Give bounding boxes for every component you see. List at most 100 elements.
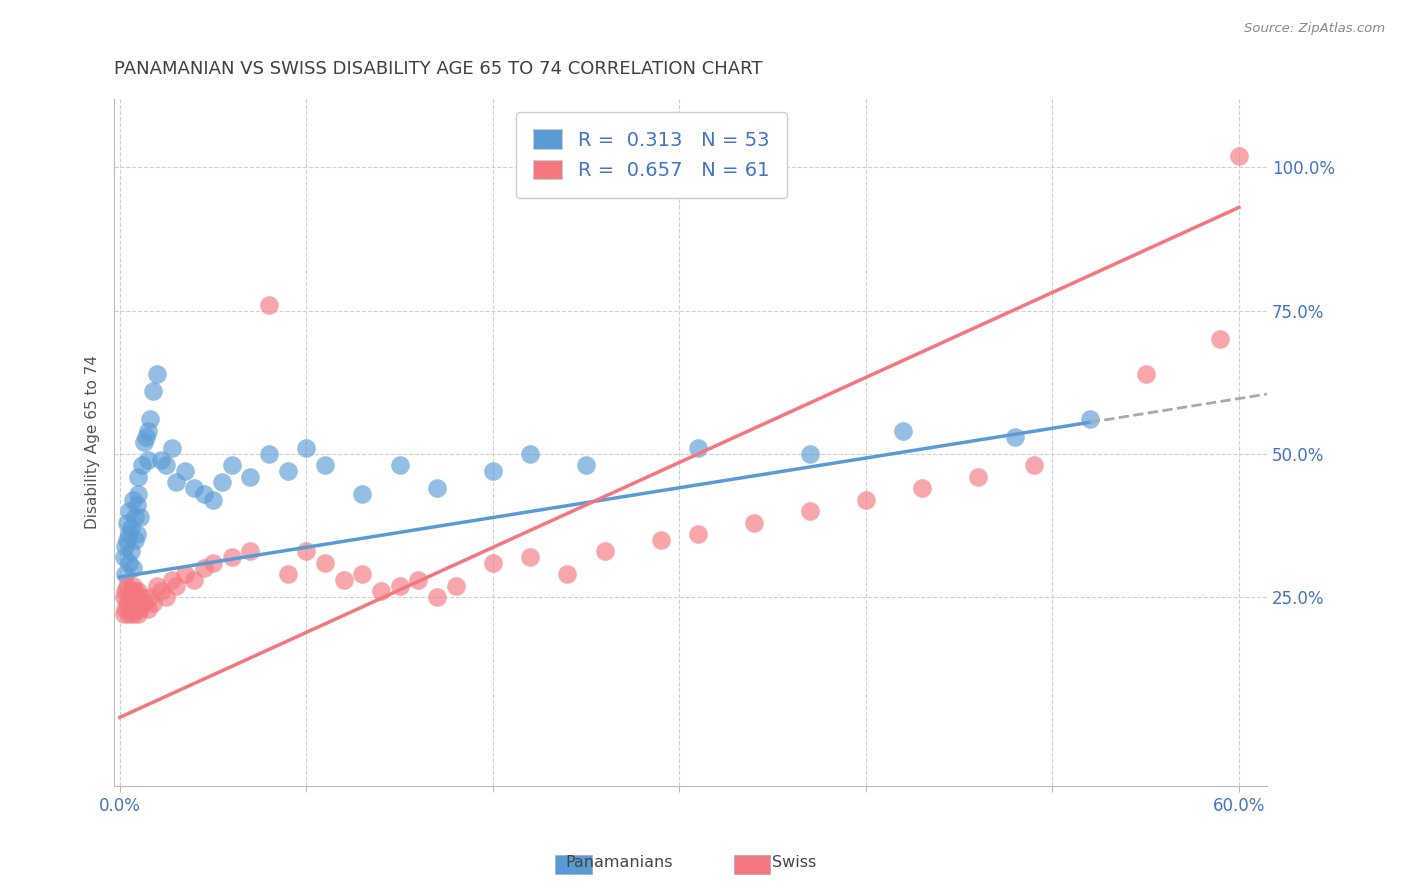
Y-axis label: Disability Age 65 to 74: Disability Age 65 to 74 [86,355,100,529]
Point [118,607,141,622]
Point [174,567,197,582]
Point [193,561,215,575]
Point [1135,367,1157,381]
Point [125,527,148,541]
Point [202,492,225,507]
Point [120,601,142,615]
Point [426,590,449,604]
Point [118,590,141,604]
Point [891,424,914,438]
Point [138,412,160,426]
Point [132,435,155,450]
Point [138,590,160,604]
Point [239,544,262,558]
Point [125,590,148,604]
Text: PANAMANIAN VS SWISS DISABILITY AGE 65 TO 74 CORRELATION CHART: PANAMANIAN VS SWISS DISABILITY AGE 65 TO… [114,60,762,78]
Point [295,544,318,558]
Point [124,596,146,610]
Text: Panamanians: Panamanians [565,855,672,870]
Point [160,441,183,455]
Point [118,504,141,518]
Point [114,539,136,553]
Point [1209,332,1232,346]
Point [799,447,821,461]
Point [118,527,141,541]
Point [120,544,142,558]
Point [239,469,262,483]
Point [332,573,354,587]
Point [966,469,988,483]
Point [183,481,205,495]
Point [121,579,143,593]
Point [519,549,541,564]
Point [146,367,169,381]
Point [482,464,505,478]
Point [193,487,215,501]
Point [388,458,411,473]
Point [295,441,318,455]
Point [136,424,159,438]
Point [1227,149,1250,163]
Point [314,556,336,570]
Point [127,469,149,483]
Point [121,492,143,507]
Point [482,556,505,570]
Point [183,573,205,587]
Point [114,601,136,615]
Point [114,584,136,599]
Point [444,579,467,593]
Point [120,584,142,599]
Point [686,527,709,541]
Point [257,447,280,461]
Point [406,573,429,587]
Point [221,458,243,473]
Point [686,441,709,455]
Point [519,447,541,461]
Point [125,601,148,615]
Point [314,458,336,473]
Point [129,509,152,524]
Point [650,533,672,547]
Point [112,590,135,604]
Point [125,499,148,513]
Text: Source: ZipAtlas.com: Source: ZipAtlas.com [1244,22,1385,36]
Point [127,487,149,501]
Point [121,607,143,622]
Point [132,596,155,610]
Point [121,561,143,575]
Point [1004,430,1026,444]
Point [911,481,934,495]
Point [352,567,374,582]
Point [124,584,146,599]
Point [117,516,139,530]
Point [388,579,411,593]
Point [131,458,153,473]
Point [124,533,146,547]
Point [114,567,136,582]
Point [155,590,177,604]
Point [117,533,139,547]
Point [211,475,233,490]
Point [370,584,392,599]
Point [352,487,374,501]
Point [277,464,299,478]
Point [160,573,183,587]
Point [112,549,135,564]
Point [136,601,159,615]
Point [277,567,299,582]
Point [575,458,598,473]
Point [165,475,187,490]
Point [221,549,243,564]
Point [855,492,877,507]
Point [127,584,149,599]
Point [165,579,187,593]
Point [174,464,197,478]
Point [120,521,142,535]
Point [142,596,165,610]
Point [112,607,135,622]
Point [426,481,449,495]
Point [1022,458,1045,473]
Point [799,504,821,518]
Point [136,452,159,467]
Point [1078,412,1101,426]
